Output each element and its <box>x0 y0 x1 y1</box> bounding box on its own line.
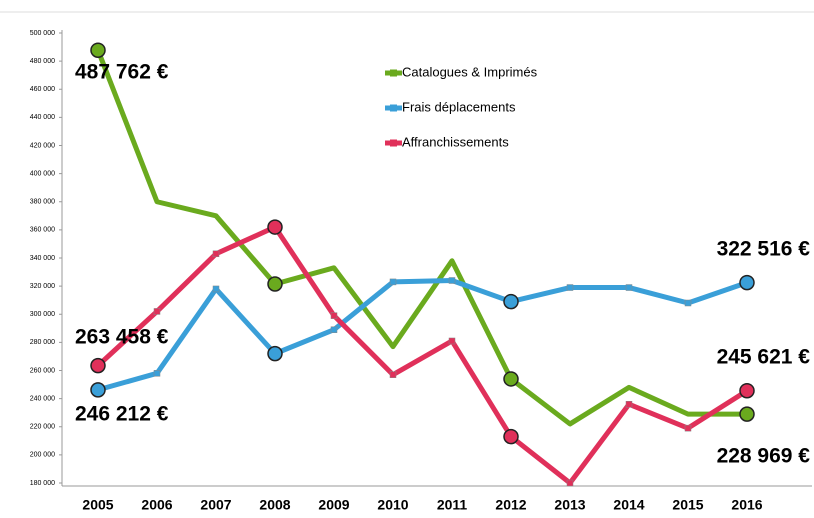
value-label: 322 516 € <box>717 238 811 261</box>
y-tick-label: 260 000 <box>30 367 55 374</box>
point-marker <box>448 337 456 345</box>
x-tick-label: 2008 <box>259 497 290 513</box>
value-label: 245 621 € <box>717 346 811 369</box>
value-label: 263 458 € <box>75 326 169 349</box>
point-marker <box>625 284 633 291</box>
value-label: 228 969 € <box>717 445 811 468</box>
point-marker <box>625 401 633 408</box>
x-tick-label: 2007 <box>200 497 231 513</box>
point-marker <box>739 382 755 399</box>
y-tick-label: 220 000 <box>30 424 55 431</box>
x-tick-label: 2011 <box>437 497 468 513</box>
point-marker <box>330 326 338 333</box>
legend-label: Catalogues & Imprimés <box>402 64 538 79</box>
point-marker <box>90 42 106 58</box>
legend-swatch <box>390 139 397 147</box>
value-label: 487 762 € <box>75 61 169 84</box>
point-marker <box>212 250 220 258</box>
y-tick-label: 320 000 <box>30 283 55 290</box>
y-tick-label: 500 000 <box>30 30 55 37</box>
x-tick-label: 2012 <box>495 497 526 513</box>
point-marker <box>330 312 338 319</box>
point-marker <box>389 278 397 286</box>
point-marker <box>684 424 692 432</box>
legend-label: Frais déplacements <box>402 99 516 114</box>
x-tick-label: 2006 <box>141 497 172 513</box>
legend-swatch <box>390 104 397 112</box>
point-marker <box>566 284 574 291</box>
x-tick-label: 2016 <box>731 497 762 513</box>
point-marker <box>503 428 519 445</box>
point-marker <box>267 345 283 362</box>
legend-swatch <box>390 69 397 77</box>
point-marker <box>503 293 519 310</box>
y-tick-label: 460 000 <box>30 86 55 93</box>
point-marker <box>739 406 755 422</box>
legend-label: Affranchissements <box>402 134 509 149</box>
point-marker <box>739 274 755 291</box>
y-tick-label: 340 000 <box>30 255 55 262</box>
point-marker <box>389 371 397 378</box>
x-tick-label: 2009 <box>318 497 349 513</box>
x-tick-label: 2015 <box>672 497 703 513</box>
y-tick-label: 240 000 <box>30 395 55 402</box>
point-marker <box>153 308 161 315</box>
y-tick-label: 200 000 <box>30 452 55 459</box>
point-marker <box>267 219 283 235</box>
y-tick-label: 480 000 <box>30 58 55 65</box>
series-line <box>97 278 748 393</box>
y-tick-label: 300 000 <box>30 311 55 318</box>
x-tick-label: 2013 <box>554 497 585 513</box>
y-tick-label: 360 000 <box>30 227 55 234</box>
point-marker <box>267 276 283 292</box>
point-marker <box>684 299 692 307</box>
x-tick-label: 2014 <box>613 497 644 513</box>
series-line <box>96 224 749 486</box>
point-marker <box>566 479 574 487</box>
y-tick-label: 420 000 <box>30 142 55 149</box>
point-marker <box>448 277 456 284</box>
point-marker <box>90 382 106 398</box>
x-tick-label: 2005 <box>82 497 113 513</box>
y-tick-label: 180 000 <box>30 480 55 487</box>
point-marker <box>212 285 220 293</box>
x-tick-label: 2010 <box>377 497 408 513</box>
value-label: 246 212 € <box>75 403 169 426</box>
y-tick-label: 280 000 <box>30 339 55 346</box>
point-marker <box>90 357 106 374</box>
series-line <box>95 49 748 427</box>
point-marker <box>153 370 161 377</box>
y-tick-label: 440 000 <box>30 114 55 121</box>
y-tick-label: 400 000 <box>30 170 55 177</box>
point-marker <box>503 371 519 387</box>
y-tick-label: 380 000 <box>30 199 55 206</box>
